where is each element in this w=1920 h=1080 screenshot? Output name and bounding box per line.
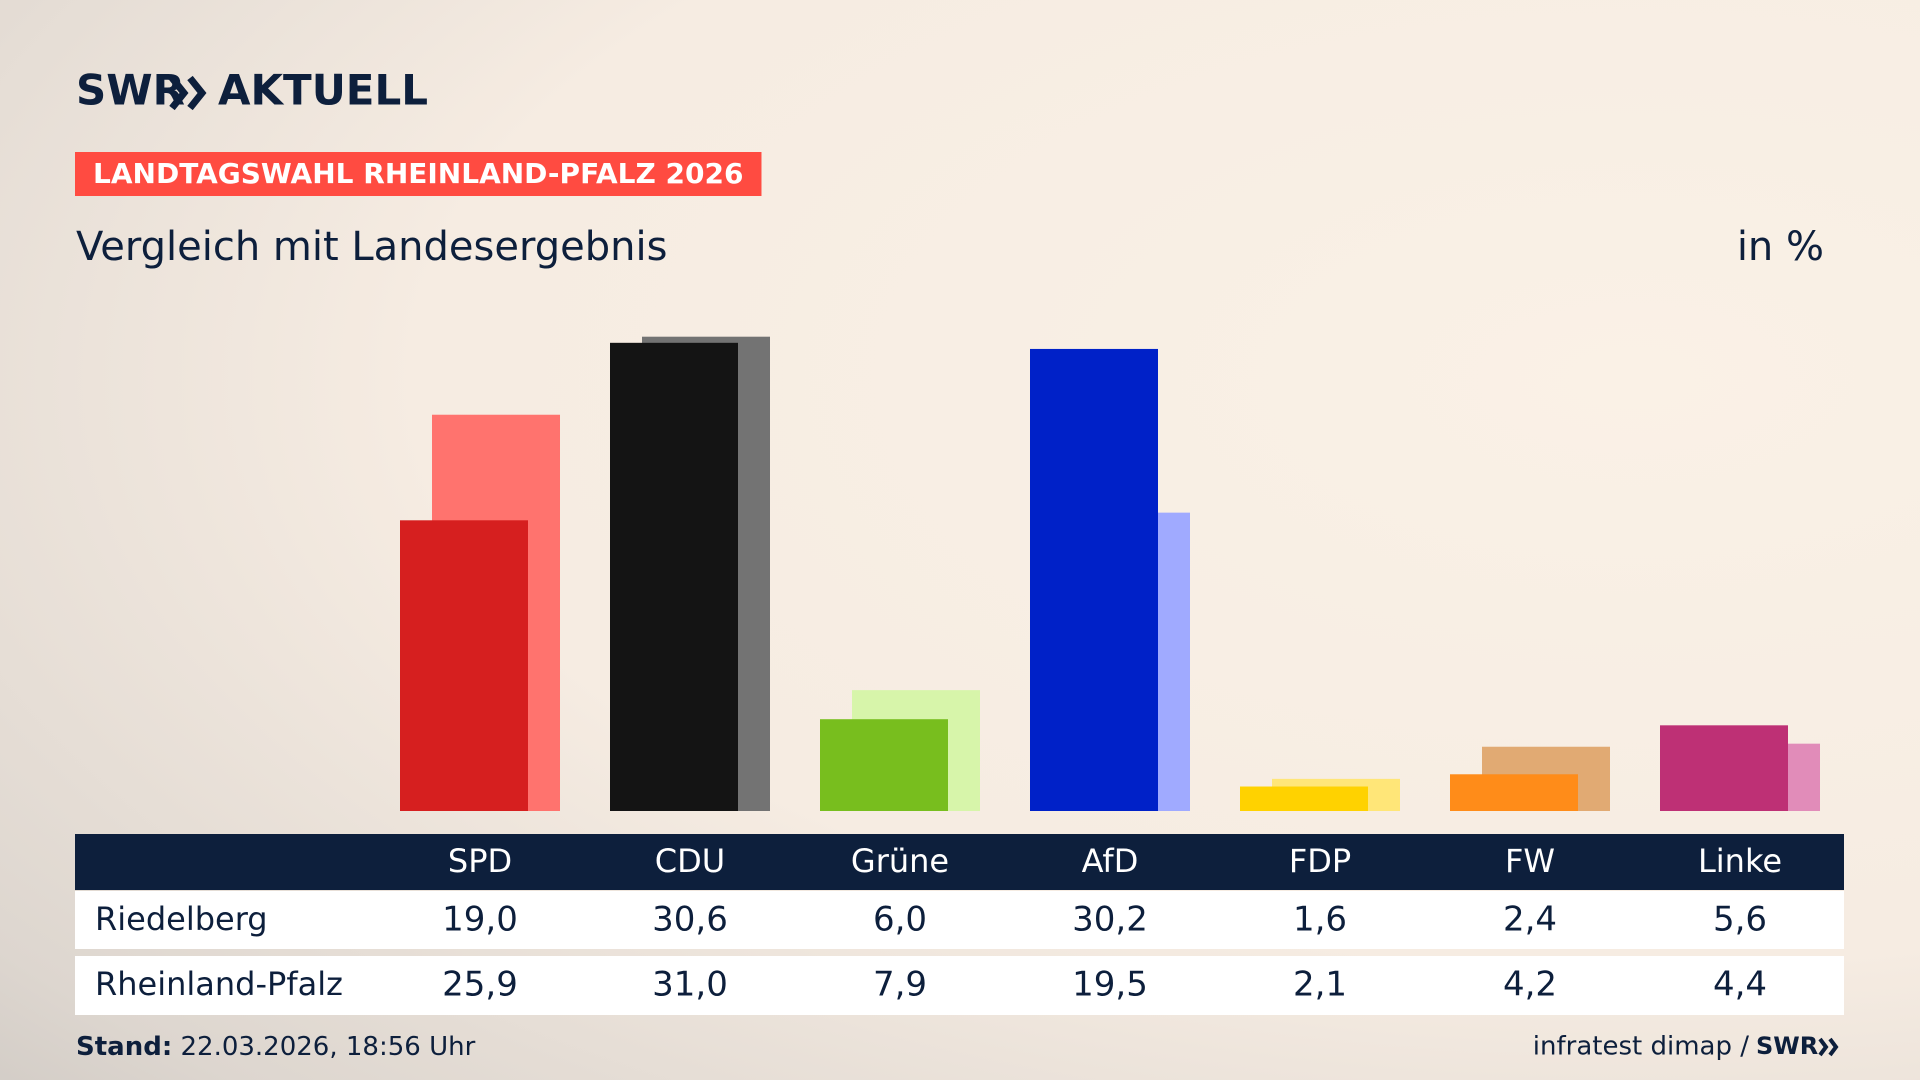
bar	[1030, 348, 1158, 811]
table-cell: 2,1	[1293, 965, 1347, 1005]
chart-title: LANDTAGSWAHL RHEINLAND-PFALZ 2026	[93, 157, 743, 190]
brand-chevrons	[169, 75, 207, 111]
column-header: Linke	[1698, 842, 1782, 880]
stand: Stand: 22.03.2026, 18:56 Uhr	[76, 1032, 476, 1062]
bar	[820, 719, 948, 811]
brand-product: AKTUELL	[218, 66, 428, 115]
column-header: SPD	[448, 842, 512, 880]
bar	[1450, 774, 1578, 811]
table-cell: 2,4	[1503, 900, 1557, 940]
bar	[1660, 725, 1788, 811]
table-cell: 4,4	[1713, 965, 1767, 1005]
source-brand: SWR	[1756, 1032, 1818, 1060]
table-row	[75, 891, 1844, 949]
table-cell: 19,0	[442, 900, 518, 940]
column-header: FDP	[1289, 842, 1351, 880]
column-header: CDU	[655, 842, 725, 880]
table-cell: 30,6	[652, 900, 728, 940]
bar	[1240, 786, 1368, 811]
table-header	[75, 834, 1844, 890]
table-cell: 5,6	[1713, 900, 1767, 940]
stand-value: 22.03.2026, 18:56 Uhr	[180, 1032, 475, 1062]
column-header: AfD	[1082, 842, 1139, 880]
table-cell: 30,2	[1072, 900, 1148, 940]
table-cell: 7,9	[873, 965, 927, 1005]
chart-subtitle: Vergleich mit Landesergebnis	[76, 224, 667, 270]
table-cell: 19,5	[1072, 965, 1148, 1005]
source: infratest dimap /	[1533, 1032, 1749, 1062]
brand: SWR	[76, 66, 185, 115]
unit-label: in %	[1737, 224, 1824, 270]
bar	[610, 342, 738, 811]
table-cell: 25,9	[442, 965, 518, 1005]
table-row	[75, 956, 1844, 1015]
table-cell: 1,6	[1293, 900, 1347, 940]
stand-label: Stand:	[76, 1032, 172, 1062]
table-cell: 4,2	[1503, 965, 1557, 1005]
row-label: Rheinland-Pfalz	[95, 965, 343, 1003]
table-cell: 6,0	[873, 900, 927, 940]
column-header: Grüne	[851, 842, 949, 880]
column-header: FW	[1505, 842, 1555, 880]
row-label: Riedelberg	[95, 900, 268, 938]
table-cell: 31,0	[652, 965, 728, 1005]
title-badge	[75, 152, 762, 196]
source-chevrons	[1818, 1037, 1839, 1057]
bar	[400, 520, 528, 811]
